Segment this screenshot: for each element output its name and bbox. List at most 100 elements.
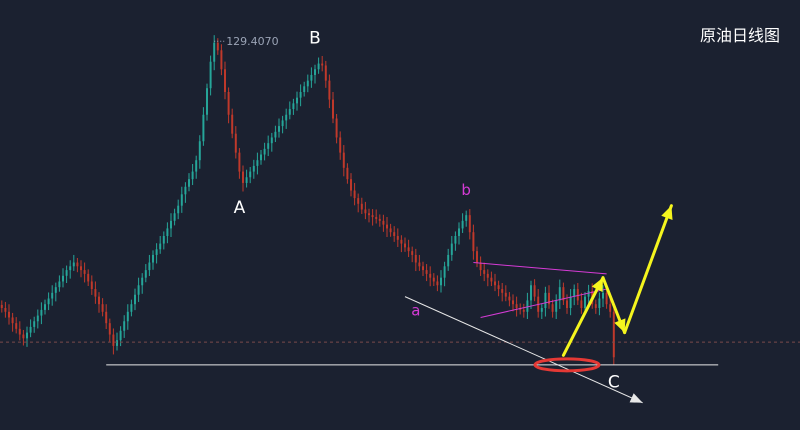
candle-body: [504, 292, 507, 297]
candle-body: [306, 80, 309, 87]
candle-body: [335, 118, 338, 138]
labels-group: 129.4070 A Ba b C: [214, 29, 620, 392]
triangle-lower-line: [480, 288, 607, 318]
candle-body: [36, 315, 39, 322]
candle-body: [357, 198, 360, 204]
candle-body: [350, 179, 352, 191]
candle-body: [33, 321, 36, 327]
candle-body: [252, 165, 255, 172]
wave-label-a: a: [411, 301, 420, 319]
target-ellipse: [533, 357, 601, 373]
candle-body: [602, 292, 604, 299]
candle-body: [368, 213, 370, 216]
candle-body: [105, 311, 108, 324]
candle-body: [188, 179, 190, 187]
candle-body: [177, 205, 180, 214]
candle-body: [407, 247, 410, 252]
candle-body: [249, 171, 252, 178]
candle-body: [152, 254, 154, 263]
candle-body: [404, 243, 406, 248]
candle-body: [288, 109, 291, 115]
candle-body: [461, 220, 464, 229]
candle-body: [321, 63, 324, 66]
candle-body: [184, 186, 187, 195]
candle-body: [180, 194, 183, 206]
candle-body: [58, 281, 61, 288]
candle-body: [440, 277, 442, 286]
candle-body: [436, 281, 439, 286]
candle-body: [62, 275, 64, 282]
candle-body: [317, 63, 320, 70]
candle-body: [195, 160, 198, 172]
projection-2-arrow-icon: [614, 318, 626, 333]
candle-body: [587, 290, 590, 297]
candle-body: [584, 296, 586, 308]
candle-body: [227, 92, 230, 115]
candle-body: [87, 273, 90, 282]
candle-body: [263, 148, 266, 155]
candle-body: [26, 332, 28, 339]
candle-body: [69, 266, 72, 271]
candle-body: [486, 273, 489, 278]
candle-body: [123, 321, 126, 331]
candle-body: [0, 304, 3, 308]
candle-body: [422, 266, 424, 271]
triangle-upper-line: [473, 262, 607, 275]
candle-body: [450, 243, 453, 255]
candle-body: [342, 152, 345, 168]
candle-body: [72, 262, 75, 267]
candle-body: [393, 232, 396, 236]
candle-body: [44, 304, 46, 310]
candle-body: [530, 285, 532, 301]
candle-body: [162, 236, 165, 244]
candle-body: [270, 137, 273, 144]
candle-body: [533, 285, 536, 297]
candle-body: [339, 137, 342, 153]
candle-body: [170, 220, 172, 229]
candle-body: [148, 262, 151, 271]
candle-body: [238, 152, 241, 172]
candle-body: [245, 177, 248, 183]
candle-body: [90, 281, 93, 290]
candle-body: [364, 209, 367, 214]
candle-body: [378, 218, 381, 221]
overlays-group: [0, 204, 800, 404]
candle-body: [173, 213, 176, 221]
candle-body: [580, 300, 583, 308]
candle-body: [468, 215, 471, 233]
candle-body: [512, 300, 514, 305]
candle-body: [303, 86, 306, 92]
candle-body: [40, 309, 43, 316]
projection-1-arrow-icon: [591, 277, 603, 292]
candle-body: [94, 289, 97, 297]
candle-body: [332, 99, 334, 119]
candle-body: [346, 167, 349, 180]
candle-body: [443, 266, 446, 278]
candle-body: [4, 308, 7, 312]
candle-body: [371, 215, 374, 218]
candle-body: [548, 292, 550, 305]
candle-body: [281, 120, 284, 127]
candle-body: [29, 326, 32, 333]
wave-label-B: B: [309, 29, 321, 49]
wave-label-b: b: [461, 181, 471, 199]
wave-label-A: A: [234, 198, 246, 218]
candle-body: [432, 277, 435, 282]
candle-body: [134, 294, 136, 305]
candle-body: [274, 131, 277, 138]
candle-body: [515, 304, 518, 308]
candle-body: [234, 133, 237, 153]
candle-body: [285, 114, 288, 121]
candle-body: [458, 228, 460, 236]
wave-label-C: C: [608, 372, 620, 392]
candle-body: [540, 308, 543, 312]
candle-body: [310, 74, 313, 81]
candle-body: [490, 277, 493, 282]
candle-body: [242, 171, 244, 183]
candle-body: [209, 61, 212, 89]
candle-body: [429, 273, 432, 278]
candle-body: [497, 285, 500, 290]
candle-body: [76, 262, 79, 267]
candle-body: [576, 289, 579, 301]
candle-body: [278, 126, 280, 132]
